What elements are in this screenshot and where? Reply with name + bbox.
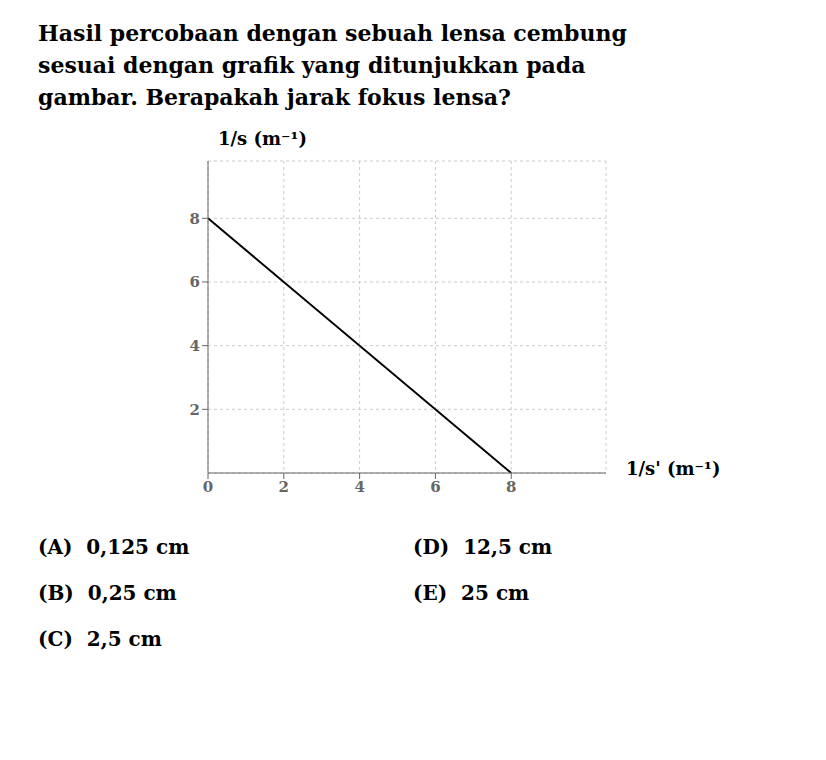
svg-text:0: 0: [203, 477, 213, 495]
html-text:(B) 0,25 cm: (B) 0,25 cm: [38, 580, 177, 605]
svg-text:6: 6: [430, 477, 440, 495]
html-text:1/s' (m⁻¹): 1/s' (m⁻¹): [626, 457, 721, 479]
svg-text:4: 4: [190, 337, 200, 355]
html-text:sesuai dengan grafik yang ditu: sesuai dengan grafik yang ditunjukkan pa…: [38, 51, 586, 78]
svg-text:6: 6: [190, 273, 200, 291]
html-text:(C) 2,5 cm: (C) 2,5 cm: [38, 626, 162, 651]
svg-text:4: 4: [354, 477, 364, 495]
html-text:gambar. Berapakah jarak fokus: gambar. Berapakah jarak fokus lensa?: [38, 83, 511, 110]
html-text:Hasil percobaan dengan sebuah: Hasil percobaan dengan sebuah lensa cemb…: [38, 20, 627, 46]
svg-text:8: 8: [506, 477, 516, 495]
svg-text:2: 2: [279, 477, 289, 495]
html-text:(E) 25 cm: (E) 25 cm: [413, 580, 530, 605]
html-text:(D) 12,5 cm: (D) 12,5 cm: [413, 534, 553, 559]
html-text:(A) 0,125 cm: (A) 0,125 cm: [38, 534, 190, 559]
svg-text:8: 8: [190, 209, 200, 227]
svg-text:2: 2: [190, 400, 200, 418]
html-text:1/s (m⁻¹): 1/s (m⁻¹): [218, 127, 307, 149]
